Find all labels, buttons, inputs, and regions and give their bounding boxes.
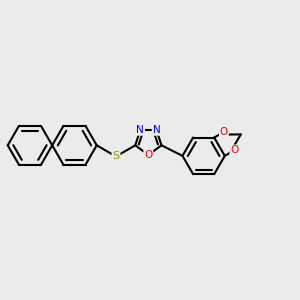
Text: S: S	[112, 152, 119, 161]
Text: N: N	[136, 125, 144, 135]
Text: O: O	[144, 150, 152, 160]
Text: N: N	[153, 125, 160, 135]
Text: O: O	[220, 127, 228, 137]
Text: O: O	[230, 145, 238, 155]
